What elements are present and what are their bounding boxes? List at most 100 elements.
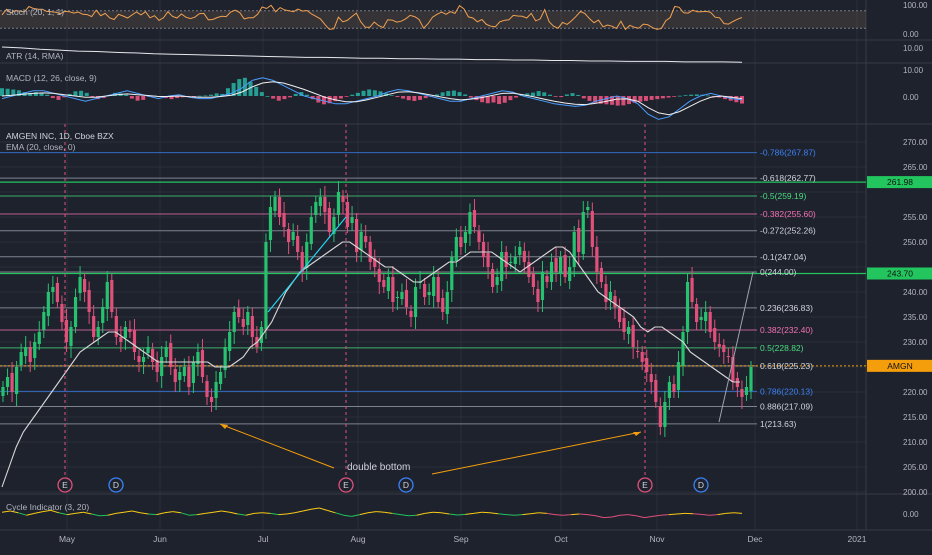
candle-body[interactable] — [491, 269, 494, 287]
candle-body[interactable] — [24, 347, 27, 356]
candle-body[interactable] — [573, 232, 576, 267]
candle-body[interactable] — [10, 373, 13, 392]
candle-body[interactable] — [550, 262, 553, 282]
candle-body[interactable] — [745, 387, 748, 395]
candle-body[interactable] — [405, 290, 408, 307]
candle-body[interactable] — [264, 242, 267, 329]
candle-body[interactable] — [314, 202, 317, 215]
candle-body[interactable] — [319, 197, 322, 206]
candle-body[interactable] — [74, 297, 77, 327]
candle-body[interactable] — [686, 282, 689, 332]
candle-body[interactable] — [609, 292, 612, 300]
candle-body[interactable] — [273, 197, 276, 211]
candle-body[interactable] — [292, 232, 295, 240]
candle-body[interactable] — [42, 312, 45, 330]
candle-body[interactable] — [201, 350, 204, 377]
candle-body[interactable] — [101, 307, 104, 323]
candle-body[interactable] — [482, 242, 485, 257]
candle-body[interactable] — [56, 283, 59, 302]
candle-body[interactable] — [165, 347, 168, 357]
candle-body[interactable] — [632, 325, 635, 347]
candle-body[interactable] — [391, 277, 394, 302]
candle-body[interactable] — [396, 297, 399, 298]
candle-body[interactable] — [387, 277, 390, 291]
candle-body[interactable] — [568, 267, 571, 281]
candle-body[interactable] — [586, 207, 589, 210]
candle-body[interactable] — [446, 292, 449, 314]
candle-body[interactable] — [124, 327, 127, 338]
candle-body[interactable] — [178, 372, 181, 380]
candle-body[interactable] — [740, 389, 743, 397]
candle-body[interactable] — [233, 312, 236, 332]
candle-body[interactable] — [690, 278, 693, 302]
candle-body[interactable] — [364, 236, 367, 242]
candle-body[interactable] — [509, 262, 512, 263]
candle-body[interactable] — [459, 237, 462, 247]
candle-body[interactable] — [518, 247, 521, 255]
candle-body[interactable] — [668, 382, 671, 398]
candle-body[interactable] — [641, 352, 644, 362]
candle-body[interactable] — [595, 247, 598, 272]
candle-body[interactable] — [360, 232, 363, 250]
candle-body[interactable] — [505, 252, 508, 267]
candle-body[interactable] — [645, 358, 648, 372]
candle-body[interactable] — [60, 304, 63, 322]
candle-body[interactable] — [183, 367, 186, 376]
candle-body[interactable] — [545, 276, 548, 282]
candle-body[interactable] — [151, 349, 154, 362]
candle-body[interactable] — [709, 312, 712, 332]
candle-body[interactable] — [205, 381, 208, 397]
candle-body[interactable] — [441, 298, 444, 312]
candle-body[interactable] — [29, 347, 32, 362]
candle-body[interactable] — [727, 356, 730, 357]
candle-body[interactable] — [192, 362, 195, 383]
candle-body[interactable] — [323, 197, 326, 212]
candle-body[interactable] — [137, 356, 140, 362]
candle-body[interactable] — [527, 262, 530, 277]
candle-body[interactable] — [47, 292, 50, 316]
candle-body[interactable] — [378, 269, 381, 282]
candle-body[interactable] — [681, 332, 684, 366]
candle-body[interactable] — [591, 211, 594, 247]
candle-body[interactable] — [722, 345, 725, 352]
candle-body[interactable] — [78, 277, 81, 293]
candle-body[interactable] — [577, 228, 580, 252]
candle-body[interactable] — [432, 277, 435, 296]
candle-body[interactable] — [1, 387, 4, 396]
candle-body[interactable] — [659, 406, 662, 427]
candle-body[interactable] — [33, 342, 36, 358]
candle-body[interactable] — [282, 213, 285, 227]
candle-body[interactable] — [38, 332, 41, 344]
candle-body[interactable] — [672, 384, 675, 392]
candle-body[interactable] — [627, 327, 630, 334]
candle-body[interactable] — [287, 229, 290, 242]
candle-body[interactable] — [423, 284, 426, 297]
candle-body[interactable] — [160, 357, 163, 376]
candle-body[interactable] — [468, 212, 471, 234]
candle-body[interactable] — [536, 289, 539, 302]
candle-body[interactable] — [242, 319, 245, 327]
candle-body[interactable] — [237, 308, 240, 317]
candle-body[interactable] — [718, 344, 721, 347]
candle-body[interactable] — [88, 290, 91, 312]
candle-body[interactable] — [636, 351, 639, 352]
candle-body[interactable] — [97, 327, 100, 337]
candle-body[interactable] — [350, 217, 353, 223]
candle-body[interactable] — [523, 251, 526, 262]
candle-body[interactable] — [83, 279, 86, 292]
candle-body[interactable] — [486, 253, 489, 267]
candle-body[interactable] — [749, 367, 752, 391]
candle-body[interactable] — [677, 362, 680, 390]
candle-body[interactable] — [296, 236, 299, 252]
candle-body[interactable] — [142, 357, 145, 362]
candle-body[interactable] — [310, 217, 313, 244]
candle-body[interactable] — [269, 207, 272, 240]
candle-body[interactable] — [700, 317, 703, 320]
candle-body[interactable] — [400, 292, 403, 299]
candle-body[interactable] — [496, 277, 499, 285]
candle-body[interactable] — [106, 282, 109, 309]
candle-body[interactable] — [146, 347, 149, 353]
candle-body[interactable] — [618, 307, 621, 322]
candle-body[interactable] — [663, 402, 666, 427]
candle-body[interactable] — [500, 252, 503, 281]
